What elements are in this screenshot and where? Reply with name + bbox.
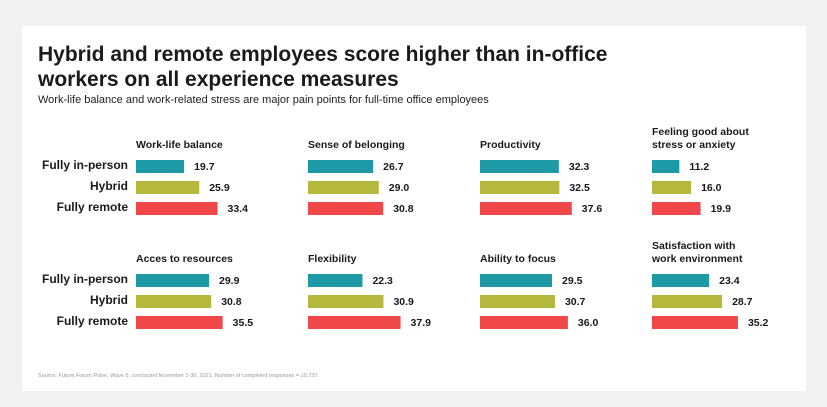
value-label-ability-to-focus-fully-in-person: 29.5 — [562, 275, 583, 287]
source-note: Source: Future Forum Pulse, Wave 5, cond… — [38, 373, 319, 379]
bar-satisfaction-with-work-environment-fully-remote — [652, 316, 738, 329]
category-label-fully-remote: Fully remote — [57, 314, 129, 328]
value-label-ability-to-focus-hybrid: 30.7 — [565, 296, 586, 308]
bar-satisfaction-with-work-environment-fully-in-person — [652, 274, 710, 287]
bar-flexibility-hybrid — [308, 295, 384, 308]
bar-ability-to-focus-hybrid — [480, 295, 555, 308]
bar-work-life-balance-fully-remote — [136, 202, 218, 215]
bar-sense-of-belonging-fully-in-person — [308, 160, 374, 173]
panel-title-productivity: Productivity — [480, 139, 541, 151]
bar-feeling-good-about-stress-or-anxiety-fully-remote — [652, 202, 701, 215]
value-label-ability-to-focus-fully-remote: 36.0 — [578, 317, 599, 329]
small-multiples-bar-charts: Fully in-person Hybrid Fully remote Fully i… — [42, 126, 769, 329]
category-label-fully-in-person: Fully in-person — [42, 158, 128, 172]
bar-productivity-hybrid — [480, 181, 560, 194]
value-label-work-life-balance-hybrid: 25.9 — [209, 182, 230, 194]
bar-acces-to-resources-fully-remote — [136, 316, 223, 329]
bar-acces-to-resources-hybrid — [136, 295, 212, 308]
bar-ability-to-focus-fully-remote — [480, 316, 568, 329]
panel-title-acces-to-resources: Acces to resources — [136, 253, 233, 265]
chart-title: Hybrid and remote employees score higher… — [38, 43, 608, 91]
chart-subtitle: Work-life balance and work-related stres… — [38, 94, 489, 106]
chart-card: Hybrid and remote employees score higher… — [22, 26, 806, 391]
panel-title-feeling-good-about-stress-or-anxiety: Feeling good about — [652, 126, 749, 138]
panel-title-satisfaction-with-work-environment: Satisfaction with — [652, 240, 735, 252]
bar-acces-to-resources-fully-in-person — [136, 274, 209, 287]
value-label-feeling-good-about-stress-or-anxiety-fully-in-person: 11.2 — [689, 161, 709, 173]
panel-title-sense-of-belonging: Sense of belonging — [308, 139, 405, 151]
panel-title-ability-to-focus: Ability to focus — [480, 253, 556, 265]
panel-title-feeling-good-about-stress-or-anxiety: stress or anxiety — [652, 139, 736, 151]
panel-title-satisfaction-with-work-environment: work environment — [651, 253, 743, 265]
bar-work-life-balance-fully-in-person — [136, 160, 185, 173]
value-label-feeling-good-about-stress-or-anxiety-hybrid: 16.0 — [701, 182, 722, 194]
value-label-work-life-balance-fully-remote: 33.4 — [228, 203, 249, 215]
bar-sense-of-belonging-fully-remote — [308, 202, 384, 215]
category-label-hybrid: Hybrid — [90, 293, 128, 307]
bar-flexibility-fully-remote — [308, 316, 401, 329]
category-label-fully-in-person: Fully in-person — [42, 272, 128, 286]
value-label-flexibility-fully-in-person: 22.3 — [372, 275, 393, 287]
value-label-productivity-fully-in-person: 32.3 — [569, 161, 590, 173]
value-label-sense-of-belonging-hybrid: 29.0 — [389, 182, 410, 194]
bar-satisfaction-with-work-environment-hybrid — [652, 295, 723, 308]
value-label-flexibility-hybrid: 30.9 — [393, 296, 414, 308]
value-label-productivity-hybrid: 32.5 — [569, 182, 590, 194]
category-label-fully-remote: Fully remote — [57, 200, 129, 214]
value-label-feeling-good-about-stress-or-anxiety-fully-remote: 19.9 — [711, 203, 732, 215]
value-label-sense-of-belonging-fully-remote: 30.8 — [393, 203, 414, 215]
panel-title-work-life-balance: Work-life balance — [136, 139, 223, 151]
bar-productivity-fully-in-person — [480, 160, 559, 173]
bar-flexibility-fully-in-person — [308, 274, 363, 287]
value-label-acces-to-resources-fully-in-person: 29.9 — [219, 275, 240, 287]
value-label-satisfaction-with-work-environment-fully-remote: 35.2 — [748, 317, 769, 329]
value-label-acces-to-resources-fully-remote: 35.5 — [233, 317, 254, 329]
bar-feeling-good-about-stress-or-anxiety-hybrid — [652, 181, 692, 194]
value-label-satisfaction-with-work-environment-hybrid: 28.7 — [732, 296, 753, 308]
bar-work-life-balance-hybrid — [136, 181, 200, 194]
panel-title-flexibility: Flexibility — [308, 253, 357, 265]
category-label-hybrid: Hybrid — [90, 179, 128, 193]
value-label-satisfaction-with-work-environment-fully-in-person: 23.4 — [719, 275, 740, 287]
value-label-acces-to-resources-hybrid: 30.8 — [221, 296, 242, 308]
bar-sense-of-belonging-hybrid — [308, 181, 379, 194]
value-label-flexibility-fully-remote: 37.9 — [411, 317, 432, 329]
value-label-productivity-fully-remote: 37.6 — [582, 203, 603, 215]
bar-productivity-fully-remote — [480, 202, 572, 215]
value-label-work-life-balance-fully-in-person: 19.7 — [194, 161, 215, 173]
bar-ability-to-focus-fully-in-person — [480, 274, 553, 287]
value-label-sense-of-belonging-fully-in-person: 26.7 — [383, 161, 404, 173]
bar-feeling-good-about-stress-or-anxiety-fully-in-person — [652, 160, 680, 173]
